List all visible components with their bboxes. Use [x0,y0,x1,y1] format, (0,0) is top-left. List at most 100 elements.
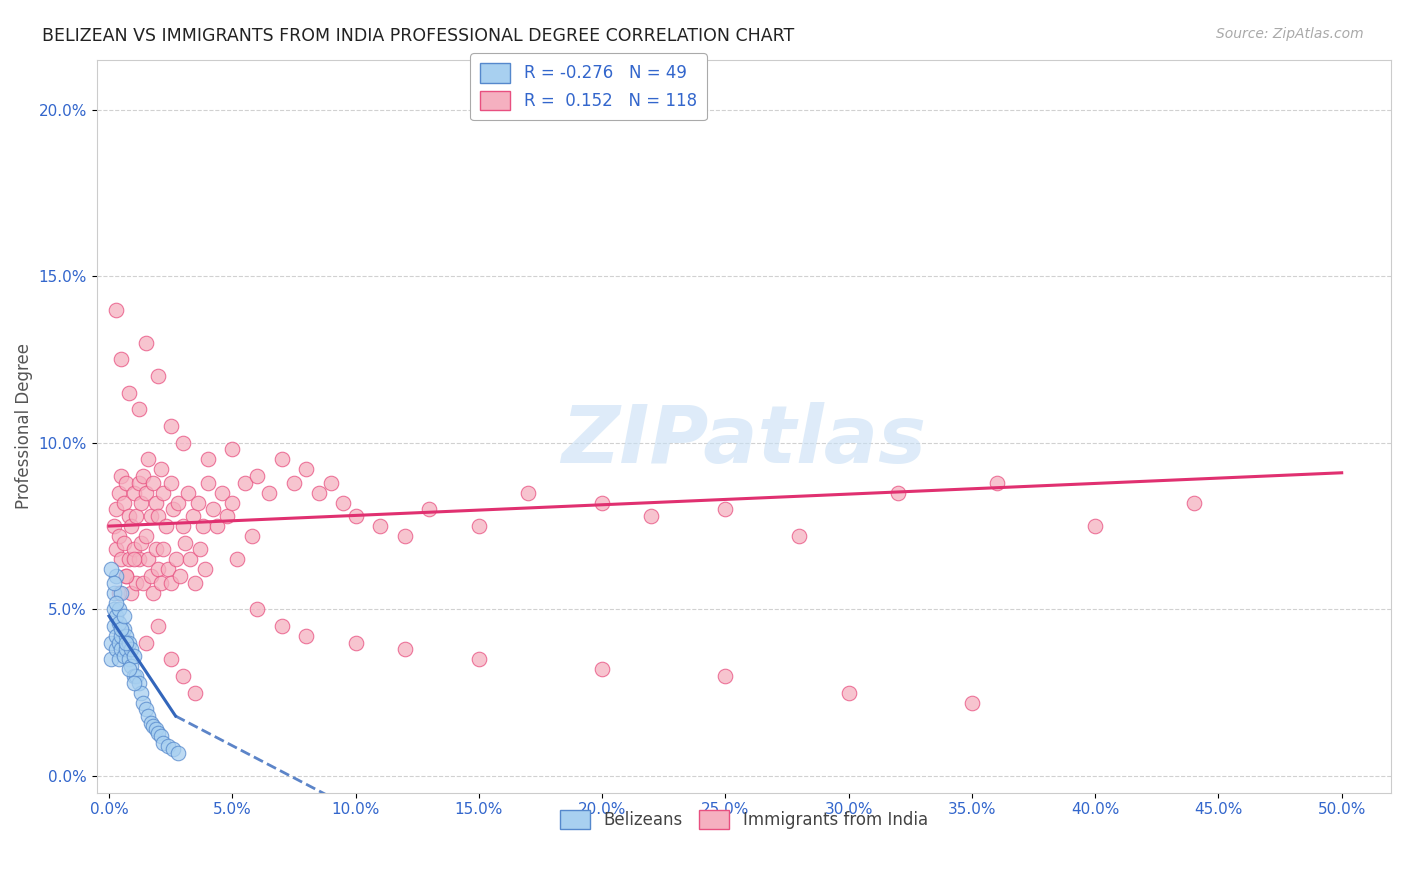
Point [122,542,145,557]
Point [103,519,125,533]
Point [110,623,132,637]
Point [135,702,157,716]
Point [142,585,165,599]
Point [332,496,354,510]
Point [128,402,150,417]
Point [135,636,157,650]
Text: ZIPatlas: ZIPatlas [561,401,927,480]
Point [344,636,367,650]
Point [1182,496,1205,510]
Point [194,562,217,576]
Point [135,485,157,500]
Point [394,642,416,657]
Point [139,715,162,730]
Point [112,623,135,637]
Point [105,302,128,317]
Point [152,542,174,557]
Point [187,496,209,510]
Point [221,496,243,510]
Point [128,552,150,566]
Point [112,609,135,624]
Point [184,575,207,590]
Point [1084,519,1107,533]
Point [135,335,157,350]
Point [152,485,174,500]
Point [159,419,181,434]
Point [122,648,145,663]
Point [115,475,138,490]
Point [149,462,172,476]
Point [270,619,292,633]
Point [108,636,131,650]
Point [295,462,318,476]
Point [122,552,145,566]
Point [129,535,152,549]
Point [217,509,239,524]
Point [233,475,256,490]
Point [108,485,131,500]
Point [172,435,194,450]
Point [105,596,128,610]
Point [172,519,194,533]
Point [122,669,145,683]
Point [135,529,157,543]
Point [394,529,416,543]
Point [226,552,249,566]
Point [157,562,180,576]
Point [167,496,190,510]
Point [105,609,128,624]
Point [125,509,148,524]
Point [640,509,662,524]
Point [132,469,155,483]
Point [211,485,233,500]
Point [246,469,269,483]
Point [517,485,540,500]
Point [145,542,167,557]
Point [105,502,128,516]
Point [122,485,145,500]
Text: Source: ZipAtlas.com: Source: ZipAtlas.com [1216,27,1364,41]
Point [319,475,342,490]
Point [887,485,910,500]
Point [112,648,135,663]
Point [105,642,128,657]
Point [108,615,131,630]
Point [110,642,132,657]
Point [108,652,131,666]
Point [149,575,172,590]
Point [159,475,181,490]
Point [344,509,367,524]
Point [368,519,391,533]
Point [100,636,122,650]
Point [138,709,160,723]
Point [132,696,155,710]
Y-axis label: Professional Degree: Professional Degree [15,343,32,509]
Point [108,602,131,616]
Point [138,552,160,566]
Point [110,552,132,566]
Point [108,529,131,543]
Point [295,629,318,643]
Point [100,652,122,666]
Point [145,496,167,510]
Point [148,725,170,739]
Point [118,509,141,524]
Point [105,542,128,557]
Point [120,642,142,657]
Point [115,642,138,657]
Point [188,542,211,557]
Point [169,569,191,583]
Point [105,629,128,643]
Point [181,509,204,524]
Point [714,669,737,683]
Point [103,619,125,633]
Point [197,452,219,467]
Point [157,739,180,753]
Point [191,519,214,533]
Point [108,585,131,599]
Point [246,602,269,616]
Point [125,575,148,590]
Point [139,509,162,524]
Point [165,552,187,566]
Point [120,585,142,599]
